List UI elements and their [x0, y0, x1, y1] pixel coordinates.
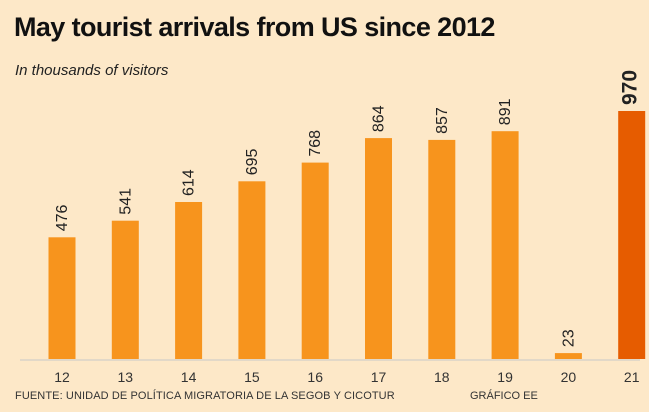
bar-17 [365, 138, 392, 359]
x-tick-label-14: 14 [181, 369, 197, 385]
value-label-19: 891 [497, 98, 514, 125]
value-label-16: 768 [307, 130, 324, 157]
value-label-20: 23 [560, 329, 577, 347]
value-label-14: 614 [181, 169, 198, 196]
x-tick-label-15: 15 [244, 369, 260, 385]
value-label-18: 857 [434, 107, 451, 134]
value-labels-group: 476 541 614 695 768 864 857 891 23 970 [54, 70, 642, 347]
bar-21 [618, 111, 646, 359]
x-tick-label-18: 18 [434, 369, 450, 385]
x-tick-label-19: 19 [497, 369, 513, 385]
bar-12 [48, 237, 76, 359]
bar-18 [428, 139, 456, 359]
value-label-15: 695 [244, 149, 261, 176]
x-tick-label-20: 20 [561, 369, 577, 385]
value-label-21: 970 [619, 70, 642, 105]
bars-group [48, 111, 646, 359]
graphic-credit: GRÁFICO EE [470, 390, 538, 402]
tick-labels-group: 12 13 14 15 16 17 18 19 20 21 [54, 369, 639, 385]
bar-13 [111, 220, 139, 359]
value-label-12: 476 [54, 205, 71, 232]
bar-15 [238, 181, 266, 359]
value-label-17: 864 [371, 105, 388, 132]
source-note: FUENTE: UNIDAD DE POLÍTICA MIGRATORIA DE… [15, 390, 395, 402]
bar-20 [554, 353, 582, 359]
x-tick-label-13: 13 [118, 369, 134, 385]
x-tick-label-21: 21 [624, 369, 640, 385]
bar-16 [301, 162, 329, 359]
chart-title: May tourist arrivals from US since 2012 [14, 12, 495, 42]
x-tick-label-17: 17 [371, 369, 387, 385]
value-label-13: 541 [117, 188, 134, 215]
chart-subtitle: In thousands of visitors [15, 62, 169, 79]
x-tick-label-16: 16 [307, 369, 323, 385]
bar-14 [175, 202, 203, 359]
x-tick-label-12: 12 [54, 369, 70, 385]
bar-19 [491, 131, 519, 359]
